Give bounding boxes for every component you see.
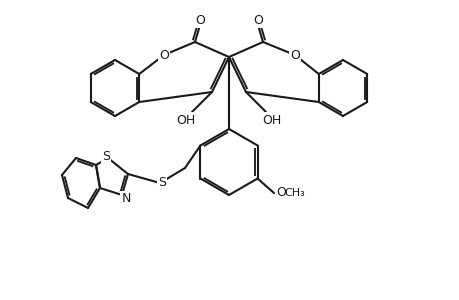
Text: CH₃: CH₃ bbox=[283, 188, 304, 198]
Text: O: O bbox=[275, 187, 285, 200]
Text: O: O bbox=[159, 49, 168, 62]
Text: N: N bbox=[121, 193, 130, 206]
Text: S: S bbox=[157, 176, 166, 190]
Text: O: O bbox=[252, 14, 263, 26]
Text: OH: OH bbox=[262, 113, 281, 127]
Text: O: O bbox=[290, 49, 299, 62]
Text: OH: OH bbox=[176, 113, 195, 127]
Text: O: O bbox=[195, 14, 205, 26]
Text: S: S bbox=[102, 149, 110, 163]
